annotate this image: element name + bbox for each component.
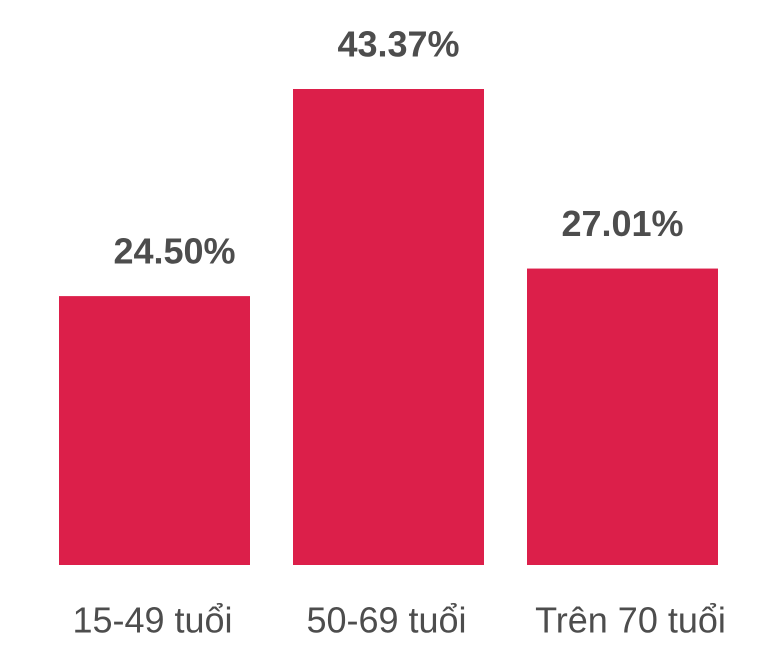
bar xyxy=(293,89,484,565)
value-label: 24.50% xyxy=(113,231,235,272)
value-label: 27.01% xyxy=(561,203,683,244)
value-label: 43.37% xyxy=(337,24,459,65)
x-tick-label: Trên 70 tuổi xyxy=(535,600,726,641)
x-tick-label: 15-49 tuổi xyxy=(72,600,232,641)
x-tick-label: 50-69 tuổi xyxy=(306,600,466,641)
bar xyxy=(527,268,718,565)
bar xyxy=(59,296,250,565)
